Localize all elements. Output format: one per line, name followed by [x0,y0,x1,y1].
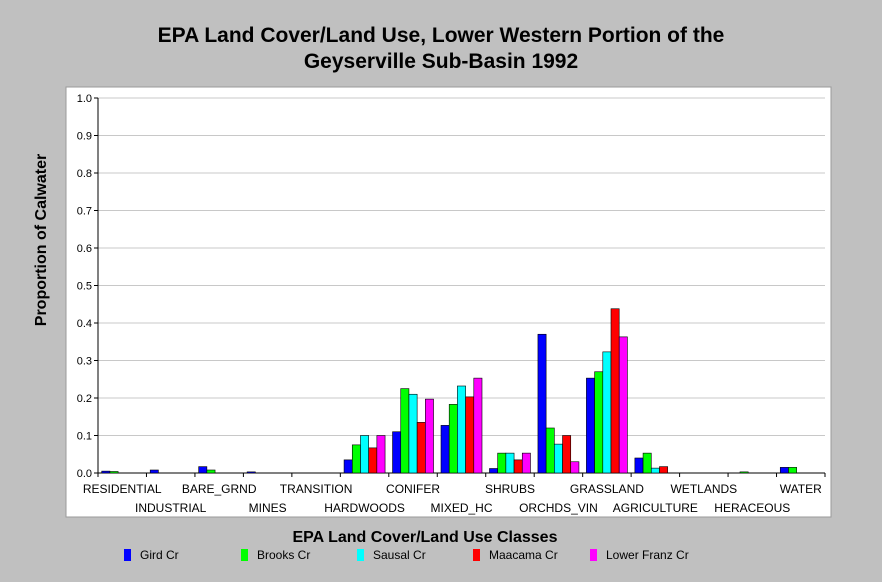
bar-sausal-cr-grassland [602,351,612,474]
bar-sausal-cr-conifer [408,393,418,474]
bar-lower-franz-cr-conifer [425,398,434,474]
legend-swatch [357,549,364,561]
bar-lower-franz-cr-hardwoods [376,435,386,474]
bar-gird-cr-orchds_vin [537,333,547,474]
x-tick-label: HARDWOODS [324,501,405,515]
legend-swatch [590,549,597,561]
y-tick-label: 0.9 [77,131,92,143]
bar-lower-franz-cr-mixed_hc [473,377,483,474]
x-tick-label: MINES [249,501,287,515]
bar-maacama-cr-grassland [610,308,620,474]
x-tick-label: WATER [780,482,822,496]
y-tick-label: 0.7 [77,206,92,218]
x-tick-label: SHRUBS [485,482,535,496]
y-tick-label: 0.4 [77,318,92,330]
bar-lower-franz-cr-shrubs [521,452,531,474]
bar-gird-cr-bare_grnd [198,466,208,474]
bar-sausal-cr-orchds_vin [554,443,563,474]
bar-gird-cr-conifer [392,431,402,474]
y-tick-label: 0.3 [77,356,92,368]
x-tick-label: GRASSLAND [570,482,644,496]
x-tick-label: MIXED_HC [430,501,492,515]
x-tick-label: AGRICULTURE [613,501,698,515]
bar-brooks-cr-heraceous [739,471,749,474]
x-tick-label: ORCHDS_VIN [519,501,598,515]
bar-sausal-cr-shrubs [505,452,515,474]
y-tick-label: 0.2 [77,393,92,405]
chart-title: EPA Land Cover/Land Use, Lower Western P… [157,24,725,47]
bar-brooks-cr-shrubs [497,452,507,474]
bar-brooks-cr-conifer [400,388,410,474]
bar-brooks-cr-hardwoods [351,444,361,474]
legend-swatch [124,549,131,561]
x-axis-title: EPA Land Cover/Land Use Classes [293,529,558,546]
y-axis-title: Proportion of Calwater [33,154,50,326]
bar-maacama-cr-orchds_vin [562,435,572,474]
bar-brooks-cr-water [788,467,797,474]
y-tick-label: 0.0 [77,468,92,480]
bar-gird-cr-grassland [586,377,595,474]
bar-maacama-cr-hardwoods [368,447,378,474]
x-tick-label: RESIDENTIAL [83,482,162,496]
y-tick-label: 1.0 [77,93,92,105]
bar-brooks-cr-grassland [594,371,604,474]
legend-label: Brooks Cr [257,548,311,562]
bar-sausal-cr-agriculture [650,467,660,474]
bar-lower-franz-cr-grassland [618,336,628,474]
bar-gird-cr-mixed_hc [440,425,450,474]
x-tick-label: WETLANDS [670,482,737,496]
bar-gird-cr-hardwoods [343,459,353,474]
bar-brooks-cr-bare_grnd [206,469,216,474]
x-tick-label: BARE_GRND [182,482,257,496]
y-tick-label: 0.5 [77,281,92,293]
bar-sausal-cr-hardwoods [360,435,369,474]
bar-sausal-cr-mixed_hc [457,385,466,474]
bar-gird-cr-agriculture [634,457,644,474]
bar-gird-cr-residential [101,470,111,474]
legend-label: Sausal Cr [373,548,426,562]
x-tick-label: HERACEOUS [714,501,790,515]
bar-maacama-cr-agriculture [659,466,668,474]
x-tick-label: TRANSITION [280,482,353,496]
bar-brooks-cr-residential [109,471,119,474]
x-tick-label: CONIFER [386,482,440,496]
bar-maacama-cr-conifer [416,422,426,474]
y-tick-label: 0.1 [77,431,92,443]
bar-maacama-cr-mixed_hc [465,396,475,474]
bar-lower-franz-cr-orchds_vin [570,461,580,474]
legend-label: Maacama Cr [489,548,558,562]
y-tick-label: 0.8 [77,168,92,180]
bar-gird-cr-shrubs [489,468,498,474]
bar-brooks-cr-mixed_hc [448,404,458,474]
bar-gird-cr-water [779,467,789,474]
legend-label: Lower Franz Cr [606,548,689,562]
chart-subtitle: Geyserville Sub-Basin 1992 [303,50,579,73]
bar-brooks-cr-orchds_vin [545,427,555,474]
legend-swatch [473,549,480,561]
bar-gird-cr-industrial [149,469,159,474]
x-tick-label: INDUSTRIAL [135,501,207,515]
bar-gird-cr-mines [246,471,256,474]
y-tick-label: 0.6 [77,243,92,255]
legend-label: Gird Cr [140,548,179,562]
legend-swatch [241,549,248,561]
bar-maacama-cr-shrubs [513,459,523,474]
bar-brooks-cr-agriculture [642,452,652,474]
